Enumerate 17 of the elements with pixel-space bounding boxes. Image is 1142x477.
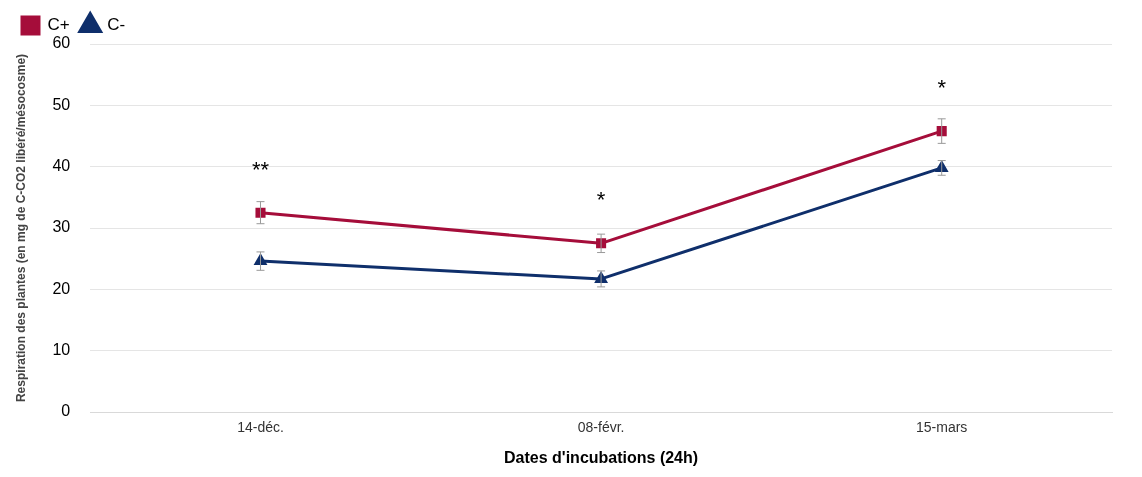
y-tick-label: 50 <box>52 95 71 113</box>
y-tick-label: 40 <box>52 157 71 175</box>
y-axis-title: Respiration des plantes (en mg de C-CO2 libéré/mésocosme) <box>13 53 28 403</box>
legend-label: C+ <box>47 15 70 35</box>
annotation: * <box>596 187 606 213</box>
y-tick-label: 10 <box>52 341 71 359</box>
y-tick-label: 20 <box>52 279 71 297</box>
x-tick-label: 14-déc. <box>237 419 284 436</box>
y-tick-label: 30 <box>52 218 71 236</box>
x-tick-label: 08-févr. <box>577 419 625 436</box>
annotation: * <box>937 75 947 101</box>
y-tick-label: 60 <box>52 34 71 52</box>
x-axis-title: Dates d'incubations (24h) <box>504 448 699 466</box>
x-tick-label: 15-mars <box>916 419 968 436</box>
legend-label: C- <box>107 15 126 35</box>
annotation: ** <box>251 156 270 182</box>
y-tick-label: 0 <box>61 402 71 420</box>
